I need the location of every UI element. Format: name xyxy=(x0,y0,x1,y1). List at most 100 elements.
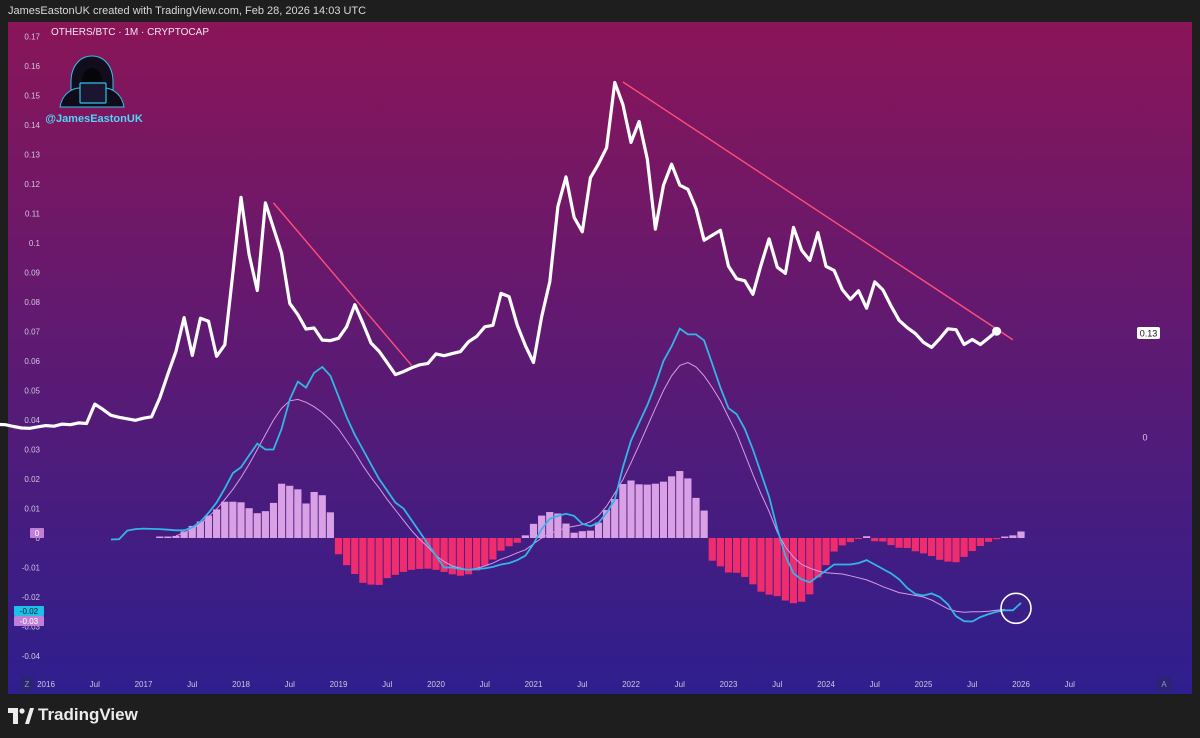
histogram-bar xyxy=(408,538,416,570)
histogram-bar xyxy=(269,502,278,538)
chart-svg[interactable]: OTHERS/BTC · 1M · CRYPTOCAP @JamesEaston… xyxy=(0,22,1200,694)
x-tick-label: 2016 xyxy=(37,680,55,689)
x-tick-label: Jul xyxy=(675,680,685,689)
x-tick-label: 2018 xyxy=(232,680,250,689)
x-tick-label: Jul xyxy=(772,680,782,689)
histogram-bar xyxy=(984,538,993,542)
histogram-bar xyxy=(651,483,659,538)
histogram-bar xyxy=(245,508,253,538)
x-tick-label: 2024 xyxy=(817,680,835,689)
histogram-bar xyxy=(196,521,204,538)
histogram-bar xyxy=(229,501,237,538)
tradingview-logo-icon xyxy=(8,708,34,724)
histogram-bar xyxy=(1001,536,1009,538)
x-tick-label: Jul xyxy=(870,680,880,689)
y-tick-label: 0.15 xyxy=(24,92,40,101)
y-tick-label: -0.01 xyxy=(22,564,41,573)
scale-toggle-right-button[interactable] xyxy=(1157,677,1171,691)
histogram-bar xyxy=(919,538,928,554)
histogram-bar xyxy=(668,476,676,538)
histogram-bar xyxy=(635,484,643,538)
x-tick-label: 2019 xyxy=(330,680,348,689)
macd-badge-box xyxy=(14,606,44,616)
histogram-bar xyxy=(440,538,448,572)
last-price-dot xyxy=(992,326,1002,336)
histogram-bar xyxy=(871,538,879,542)
x-tick-label: Jul xyxy=(285,680,295,689)
x-tick-label: Jul xyxy=(1065,680,1075,689)
watermark-handle: @JamesEastonUK xyxy=(45,113,143,125)
histogram-bar xyxy=(253,513,261,538)
histogram-bar xyxy=(1009,535,1017,538)
histogram-bar xyxy=(960,538,968,557)
histogram-bar xyxy=(383,538,391,579)
histogram-bar xyxy=(343,538,351,566)
histogram-bar xyxy=(903,538,911,549)
y-tick-label: 0.1 xyxy=(29,239,41,248)
histogram-bar xyxy=(928,538,936,556)
histogram-bar xyxy=(180,531,188,538)
y-tick-label: 0.16 xyxy=(24,62,40,71)
x-tick-label: 2026 xyxy=(1012,680,1030,689)
histogram-bar xyxy=(399,538,408,572)
histogram-bar xyxy=(302,503,310,538)
x-tick-label: 2021 xyxy=(525,680,543,689)
y-tick-label: 0.03 xyxy=(24,446,40,455)
histogram-bar xyxy=(464,538,473,575)
price-label: 0.13 xyxy=(1140,329,1158,339)
histogram-bar xyxy=(887,538,895,546)
chart-area[interactable]: OTHERS/BTC · 1M · CRYPTOCAP @JamesEaston… xyxy=(0,22,1200,694)
trendline xyxy=(622,81,1014,341)
y-tick-label: 0.12 xyxy=(24,180,40,189)
histogram-bar xyxy=(911,538,919,552)
histogram-bar xyxy=(213,509,221,538)
histogram-bar xyxy=(221,501,229,538)
histogram-bar xyxy=(578,531,586,538)
price-label-box xyxy=(1137,327,1160,339)
scale-toggle-left-label: Z xyxy=(25,680,30,689)
x-tick-label: 2025 xyxy=(915,680,933,689)
histogram-bar xyxy=(391,538,399,575)
histogram-bar xyxy=(773,538,781,597)
histogram-bar xyxy=(286,485,294,538)
histogram-bar xyxy=(952,538,960,563)
brand-name: TradingView xyxy=(38,705,138,724)
histogram-bar xyxy=(489,538,497,560)
histogram-bar xyxy=(473,538,481,571)
x-tick-label: 2023 xyxy=(720,680,738,689)
histogram-bar xyxy=(676,471,684,538)
histogram-bar xyxy=(757,538,765,592)
y-axis[interactable]: 0.17 0.16 0.15 0.14 0.13 0.12 0.11 0.1 0.09 0.08 0… xyxy=(22,33,41,662)
histogram-bar xyxy=(611,499,619,538)
histogram-bar xyxy=(798,538,806,602)
histogram-bar xyxy=(497,538,505,551)
histogram-bar xyxy=(554,513,562,538)
histogram-bar xyxy=(879,538,887,542)
histogram-bar xyxy=(448,538,456,575)
scale-toggle-right-label: A xyxy=(1161,680,1167,689)
histogram-bar xyxy=(643,484,651,538)
y-tick-label: 0.07 xyxy=(24,328,40,337)
symbol-label: OTHERS/BTC · 1M · CRYPTOCAP xyxy=(51,27,209,38)
histogram-bar xyxy=(310,491,318,538)
signal-badge-box xyxy=(14,616,44,626)
y-tick-label: 0.11 xyxy=(25,210,41,219)
scale-toggle-left-button[interactable] xyxy=(20,677,34,691)
histogram-bar xyxy=(936,538,944,560)
histogram-bar xyxy=(944,538,952,562)
histogram-bar xyxy=(814,538,822,578)
histogram-bar xyxy=(164,536,172,538)
x-axis[interactable]: 2016 Jul 2017 Jul 2018 Jul 2019 Jul 2020 Jul 2021 J… xyxy=(37,680,1075,689)
histogram-bar xyxy=(416,538,424,569)
histogram-bar xyxy=(594,522,603,538)
x-tick-label: Jul xyxy=(187,680,197,689)
histogram-bar xyxy=(895,538,903,548)
histogram-bar xyxy=(603,509,611,538)
histogram-bar xyxy=(538,515,546,538)
x-tick-label: Jul xyxy=(90,680,100,689)
x-tick-label: 2020 xyxy=(427,680,445,689)
histogram-bar xyxy=(741,538,749,577)
hist-badge-box xyxy=(30,528,44,538)
histogram-bar xyxy=(976,538,984,546)
histogram-bar xyxy=(351,538,359,574)
